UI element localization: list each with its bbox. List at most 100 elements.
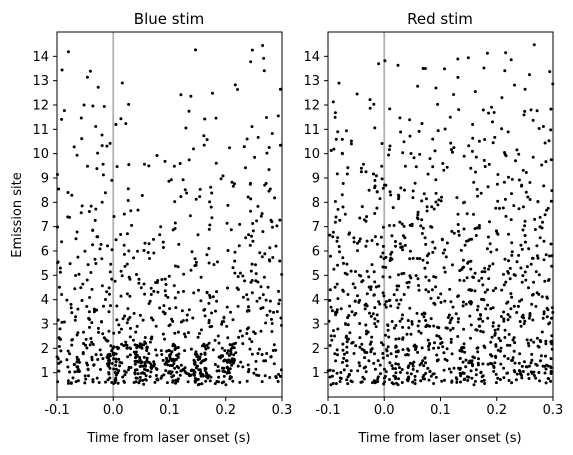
spike-point [154,348,158,352]
spike-point [207,341,211,345]
spike-point [213,363,217,366]
spike-point [194,48,197,52]
spike-point [161,240,165,244]
spike-point [491,120,494,124]
spike-point [270,330,274,333]
spike-point [519,324,523,328]
spike-point [503,328,507,332]
spike-point [492,364,496,368]
spike-point [494,286,498,290]
spike-point [108,141,112,145]
spike-point [98,348,102,352]
spike-point [231,318,235,322]
spike-point [417,284,421,287]
spike-point [360,342,364,346]
spike-point [502,310,506,314]
spike-point [498,339,502,343]
spike-point [451,150,454,154]
spike-point [346,293,350,296]
spike-point [163,289,167,293]
spike-point [87,374,90,378]
spike-point [265,313,269,317]
spike-point [382,367,386,371]
spike-point [384,300,388,304]
spike-point [520,183,524,187]
spike-point [477,224,481,227]
plot-frame [56,31,283,398]
spike-point [170,375,174,379]
spike-point [386,354,389,358]
spike-point [483,266,487,270]
spike-point [252,371,256,375]
spike-point [443,67,446,71]
spike-point [364,170,368,174]
spike-point [522,113,526,117]
spike-point [91,104,95,108]
spike-point [528,73,531,77]
spike-point [179,195,183,199]
spike-point [373,126,377,130]
spike-point [135,346,139,350]
spike-point [419,331,423,335]
y-tick-label: 8 [312,196,320,211]
spike-point [260,212,264,216]
spike-point [122,344,126,348]
spike-point [245,293,249,297]
spike-point [403,236,407,240]
spike-point [500,96,504,100]
spike-point [476,304,480,308]
spike-point [486,303,490,307]
spike-point [508,277,512,281]
spike-point [108,292,111,296]
spike-point [239,360,243,364]
spike-point [381,275,385,279]
spike-point [77,369,81,373]
spike-point [331,369,335,373]
spike-point [390,234,394,238]
spike-point [104,380,107,384]
spike-point [134,376,138,380]
spike-point [350,310,354,314]
spike-point [333,220,337,224]
spike-point [517,253,521,257]
spike-point [346,382,350,386]
spike-point [445,165,449,169]
spike-point [117,369,121,373]
spike-point [126,318,130,321]
spike-point [486,185,490,189]
spike-point [466,239,470,243]
spike-point [548,254,551,258]
spike-point [445,241,449,245]
spike-point [335,239,339,243]
spike-point [454,312,458,316]
spike-point [342,368,346,372]
spike-point [436,102,440,106]
spike-point [482,298,486,302]
spike-point [193,373,196,377]
spike-point [375,242,379,246]
spike-point [372,102,376,106]
spike-point [143,241,147,245]
spike-point [138,375,142,379]
spike-point [208,200,212,204]
spike-point [114,373,118,377]
spike-point [370,239,374,242]
spike-point [410,320,414,324]
spike-point [498,378,502,381]
spike-point [396,350,400,354]
spike-point [274,376,278,380]
spike-point [341,256,345,260]
spike-point [120,342,124,346]
spike-point [517,361,521,365]
spike-point [192,362,196,366]
spike-point [417,129,421,133]
spike-point [472,383,476,387]
spike-point [72,145,76,149]
spike-point [529,370,533,374]
spike-point [109,344,113,348]
spike-point [503,197,507,201]
spike-point [409,372,413,376]
spike-point [203,308,207,311]
spike-point [193,377,197,380]
spike-point [500,127,504,131]
